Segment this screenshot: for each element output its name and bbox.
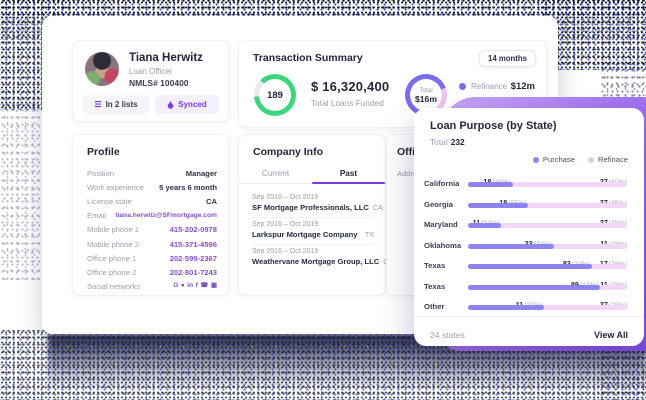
profile-summary-card: Tiana Herwitz Loan Officer NMLS# 100400 …	[72, 40, 230, 122]
period-badge[interactable]: 14 months	[479, 50, 536, 67]
purchase-bar	[468, 243, 554, 249]
profile-row-position: Position Manager	[87, 168, 217, 178]
loans-count-donut: 189	[254, 74, 296, 116]
profile-title: Profile	[87, 146, 120, 158]
facebook-icon[interactable]: f	[195, 282, 198, 290]
profile-row-office2: Office phone 2 202-801-7243	[87, 267, 217, 277]
person-role: Loan Officer	[129, 67, 173, 76]
refinace-bar	[468, 182, 627, 187]
profile-row-experience: Work experience 5 years 6 month	[87, 182, 217, 192]
speckle-left-strip	[0, 100, 40, 280]
profile-row-social: Social networks G ● in f ☎ ▣	[87, 282, 217, 292]
mobile-phone-1-link[interactable]: 415-202-0978	[169, 225, 217, 235]
in-lists-label: In 2 lists	[105, 100, 138, 109]
company-entries: Sep 2016 – Oct 2019 SF Mortgage Professi…	[252, 191, 393, 271]
refinance-dot-icon	[459, 83, 466, 90]
loan-purpose-title: Loan Purpose (by State)	[430, 120, 557, 132]
avatar	[85, 52, 119, 86]
whatsapp-icon[interactable]: ☎	[200, 282, 209, 290]
refinace-bar	[468, 264, 627, 269]
email-link[interactable]: tiana.herwitz@SFmortgage.com	[115, 212, 217, 220]
loan-purpose-legend: Purchase Refinace	[532, 155, 628, 164]
loan-purpose-rows: California 18(40%) 27(60%) Georgia 18(55…	[424, 171, 627, 315]
profile-card: Profile Position Manager Work experience…	[72, 134, 230, 296]
company-entry: Sep 2016 – Oct 2019 SF Mortgage Professi…	[252, 191, 383, 218]
refinace-bar	[468, 284, 627, 290]
google-icon[interactable]: G	[173, 282, 179, 290]
legend-refinace: Refinace	[588, 155, 628, 164]
transaction-summary-card: Transaction Summary 14 months 189 $ 16,3…	[238, 40, 548, 128]
view-all-button[interactable]: View All	[593, 330, 628, 340]
company-entry: Sep 2016 – Oct 2019 Weathervane Mortgage…	[252, 248, 393, 266]
company-info-title: Company Info	[253, 146, 323, 158]
refinace-bar	[468, 243, 627, 249]
synced-flame-icon	[167, 100, 174, 109]
instagram-icon[interactable]: ▣	[210, 282, 217, 290]
state-row-other: Other 11(22%) 27(78%)	[424, 294, 627, 315]
purchase-dot-icon	[532, 156, 539, 163]
speckle-top-dense	[0, 0, 646, 16]
state-row-california: California 18(40%) 27(60%)	[424, 171, 627, 192]
state-row-texas-1: Texas 83(22%) 17(78%)	[424, 253, 627, 274]
purchase-bar	[468, 305, 545, 310]
total-funded-label: Total Loans Funded	[311, 98, 384, 108]
purchase-bar	[468, 264, 593, 269]
states-count: 24 states	[430, 330, 465, 340]
profile-rows: Position Manager Work experience 5 years…	[87, 166, 217, 294]
tab-underline	[239, 182, 385, 184]
synced-label: Synced	[178, 100, 207, 109]
purchase-bar	[468, 202, 529, 208]
loans-count: 189	[267, 89, 283, 101]
company-entry: Sep 2016 – Oct 2019 Larkspur Mortgage Co…	[252, 218, 374, 245]
state-row-oklahoma: Oklahoma 23(72%) 11(28%)	[424, 233, 627, 254]
linkedin-icon[interactable]: in	[187, 282, 194, 290]
profile-row-mobile2: Mobile phone 2 415-371-4596	[87, 239, 217, 249]
refinace-bar	[468, 223, 627, 228]
profile-row-email: Email tiana.herwitz@SFmortgage.com	[87, 211, 217, 221]
state-row-georgia: Georgia 18(55%) 27(45%)	[424, 192, 627, 213]
refinace-bar	[468, 305, 627, 310]
profile-row-mobile1: Mobile phone 1 415-202-0978	[87, 225, 217, 235]
tab-past[interactable]: Past	[339, 169, 358, 178]
dribbble-icon[interactable]: ●	[180, 282, 185, 290]
profile-row-office1: Office phone 1 202-599-2367	[87, 253, 217, 263]
loan-purpose-total: Total 232	[430, 137, 465, 147]
donut-center-value: $16m	[415, 93, 437, 104]
donut-center-label: Total	[419, 86, 433, 94]
office-address-label: Address	[397, 169, 425, 178]
office-phone-1-link[interactable]: 202-599-2367	[169, 253, 217, 263]
panel-divider	[414, 316, 644, 317]
purchase-bar	[468, 284, 600, 290]
synced-button[interactable]: Synced	[155, 95, 219, 114]
tab-current[interactable]: Current	[261, 169, 290, 178]
state-row-maryland: Maryland 11(22%) 27(78%)	[424, 212, 627, 233]
loan-purpose-panel: Loan Purpose (by State) Total 232 Purchas…	[414, 108, 644, 346]
office-phone-2-link[interactable]: 202-801-7243	[169, 267, 217, 277]
person-name: Tiana Herwitz	[129, 52, 203, 64]
company-info-card: Company Info Current Past Sep 2016 – Oct…	[238, 134, 393, 296]
mobile-phone-2-link[interactable]: 415-371-4596	[169, 239, 217, 249]
total-funded-amount: $ 16,320,400	[311, 79, 390, 94]
social-icons: G ● in f ☎ ▣	[173, 283, 217, 290]
person-nmls: NMLS# 100400	[129, 78, 189, 88]
legend-purchase: Purchase	[532, 155, 575, 164]
in-lists-button[interactable]: ☰ In 2 lists	[83, 95, 149, 114]
purchase-bar	[468, 182, 513, 187]
list-icon: ☰	[94, 99, 102, 109]
transaction-summary-title: Transaction Summary	[253, 52, 363, 64]
state-row-texas-2: Texas 89(22%) 11(78%)	[424, 274, 627, 295]
legend-refinance: Refinance $12m	[459, 78, 535, 95]
refinace-dot-icon	[588, 156, 595, 163]
company-tabs: Current Past	[239, 166, 385, 183]
purchase-bar	[468, 223, 502, 228]
profile-row-license: License state CA	[87, 196, 217, 206]
refinace-bar	[468, 202, 627, 208]
total-funded-block: $ 16,320,400 Total Loans Funded	[311, 79, 389, 108]
panel-footer: 24 states View All	[430, 324, 628, 346]
refinance-value: $12m	[510, 81, 535, 92]
refinance-label: Refinance	[471, 82, 508, 91]
